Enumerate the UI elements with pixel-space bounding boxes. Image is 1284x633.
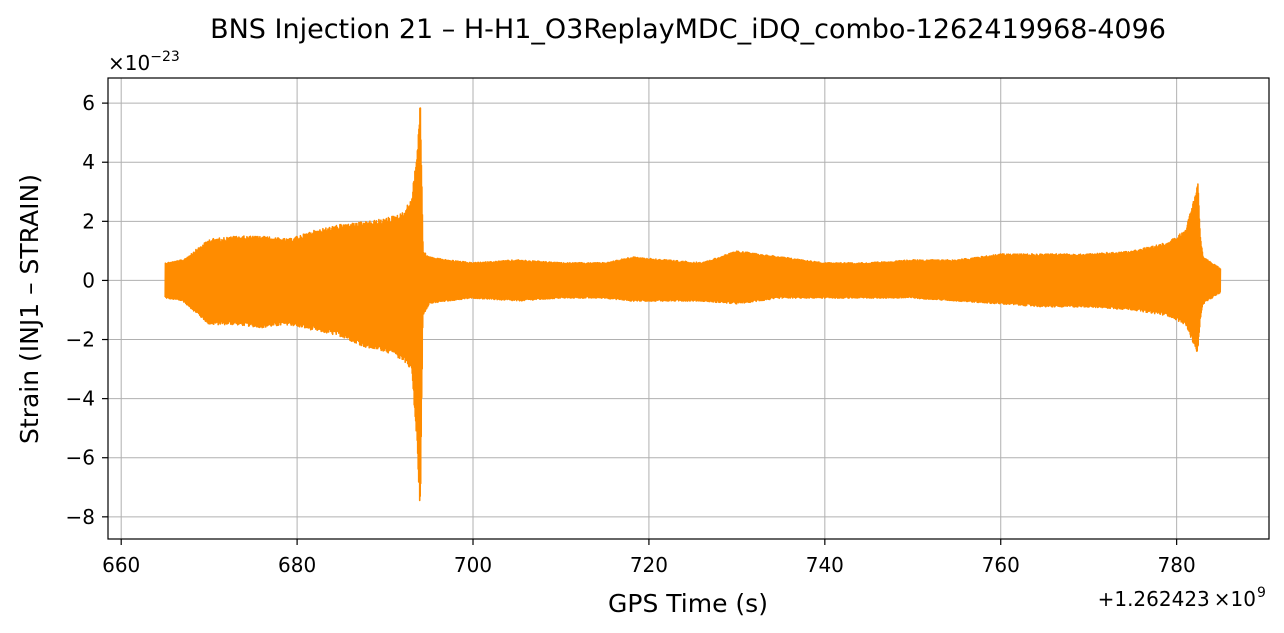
x-tick-label: 680 bbox=[278, 553, 316, 577]
x-offset-label: +1.262423 ×10 bbox=[1098, 587, 1256, 611]
y-tick-label: 6 bbox=[82, 91, 95, 115]
y-scale-label: ×10−23 bbox=[108, 49, 180, 75]
y-tick-label: −6 bbox=[66, 446, 95, 470]
y-scale-exponent: −23 bbox=[150, 49, 180, 65]
y-tick-label: 4 bbox=[82, 150, 95, 174]
y-axis-label: Strain (INJ1 – STRAIN) bbox=[15, 174, 44, 444]
y-scale-base: ×10 bbox=[108, 51, 150, 75]
x-tick-label: 780 bbox=[1158, 553, 1196, 577]
x-tick-label: 760 bbox=[982, 553, 1020, 577]
x-axis-label: GPS Time (s) bbox=[608, 589, 768, 618]
y-tick-label: 0 bbox=[82, 268, 95, 292]
x-tick-label: 660 bbox=[102, 553, 140, 577]
strain-series-line bbox=[164, 107, 1222, 502]
x-tick-label: 720 bbox=[630, 553, 668, 577]
series-layer bbox=[164, 107, 1222, 502]
x-offset-times: ×10 bbox=[1214, 587, 1256, 611]
x-tick-label: 700 bbox=[454, 553, 492, 577]
y-tick-label: −8 bbox=[66, 505, 95, 529]
plot-frame bbox=[107, 77, 1270, 540]
y-tick-label: 2 bbox=[82, 209, 95, 233]
x-tick-label: 740 bbox=[806, 553, 844, 577]
axis-ticks: 660 680 700 720 740 760 780 −8 −6 −4 −2 0 2 4 6 bbox=[66, 91, 1196, 577]
x-offset-value: +1.262423 bbox=[1098, 587, 1210, 611]
y-tick-label: −2 bbox=[66, 328, 95, 352]
chart-title: BNS Injection 21 – H-H1_O3ReplayMDC_iDQ_… bbox=[210, 14, 1166, 45]
y-tick-label: −4 bbox=[66, 387, 95, 411]
x-offset-exponent: 9 bbox=[1257, 585, 1266, 601]
